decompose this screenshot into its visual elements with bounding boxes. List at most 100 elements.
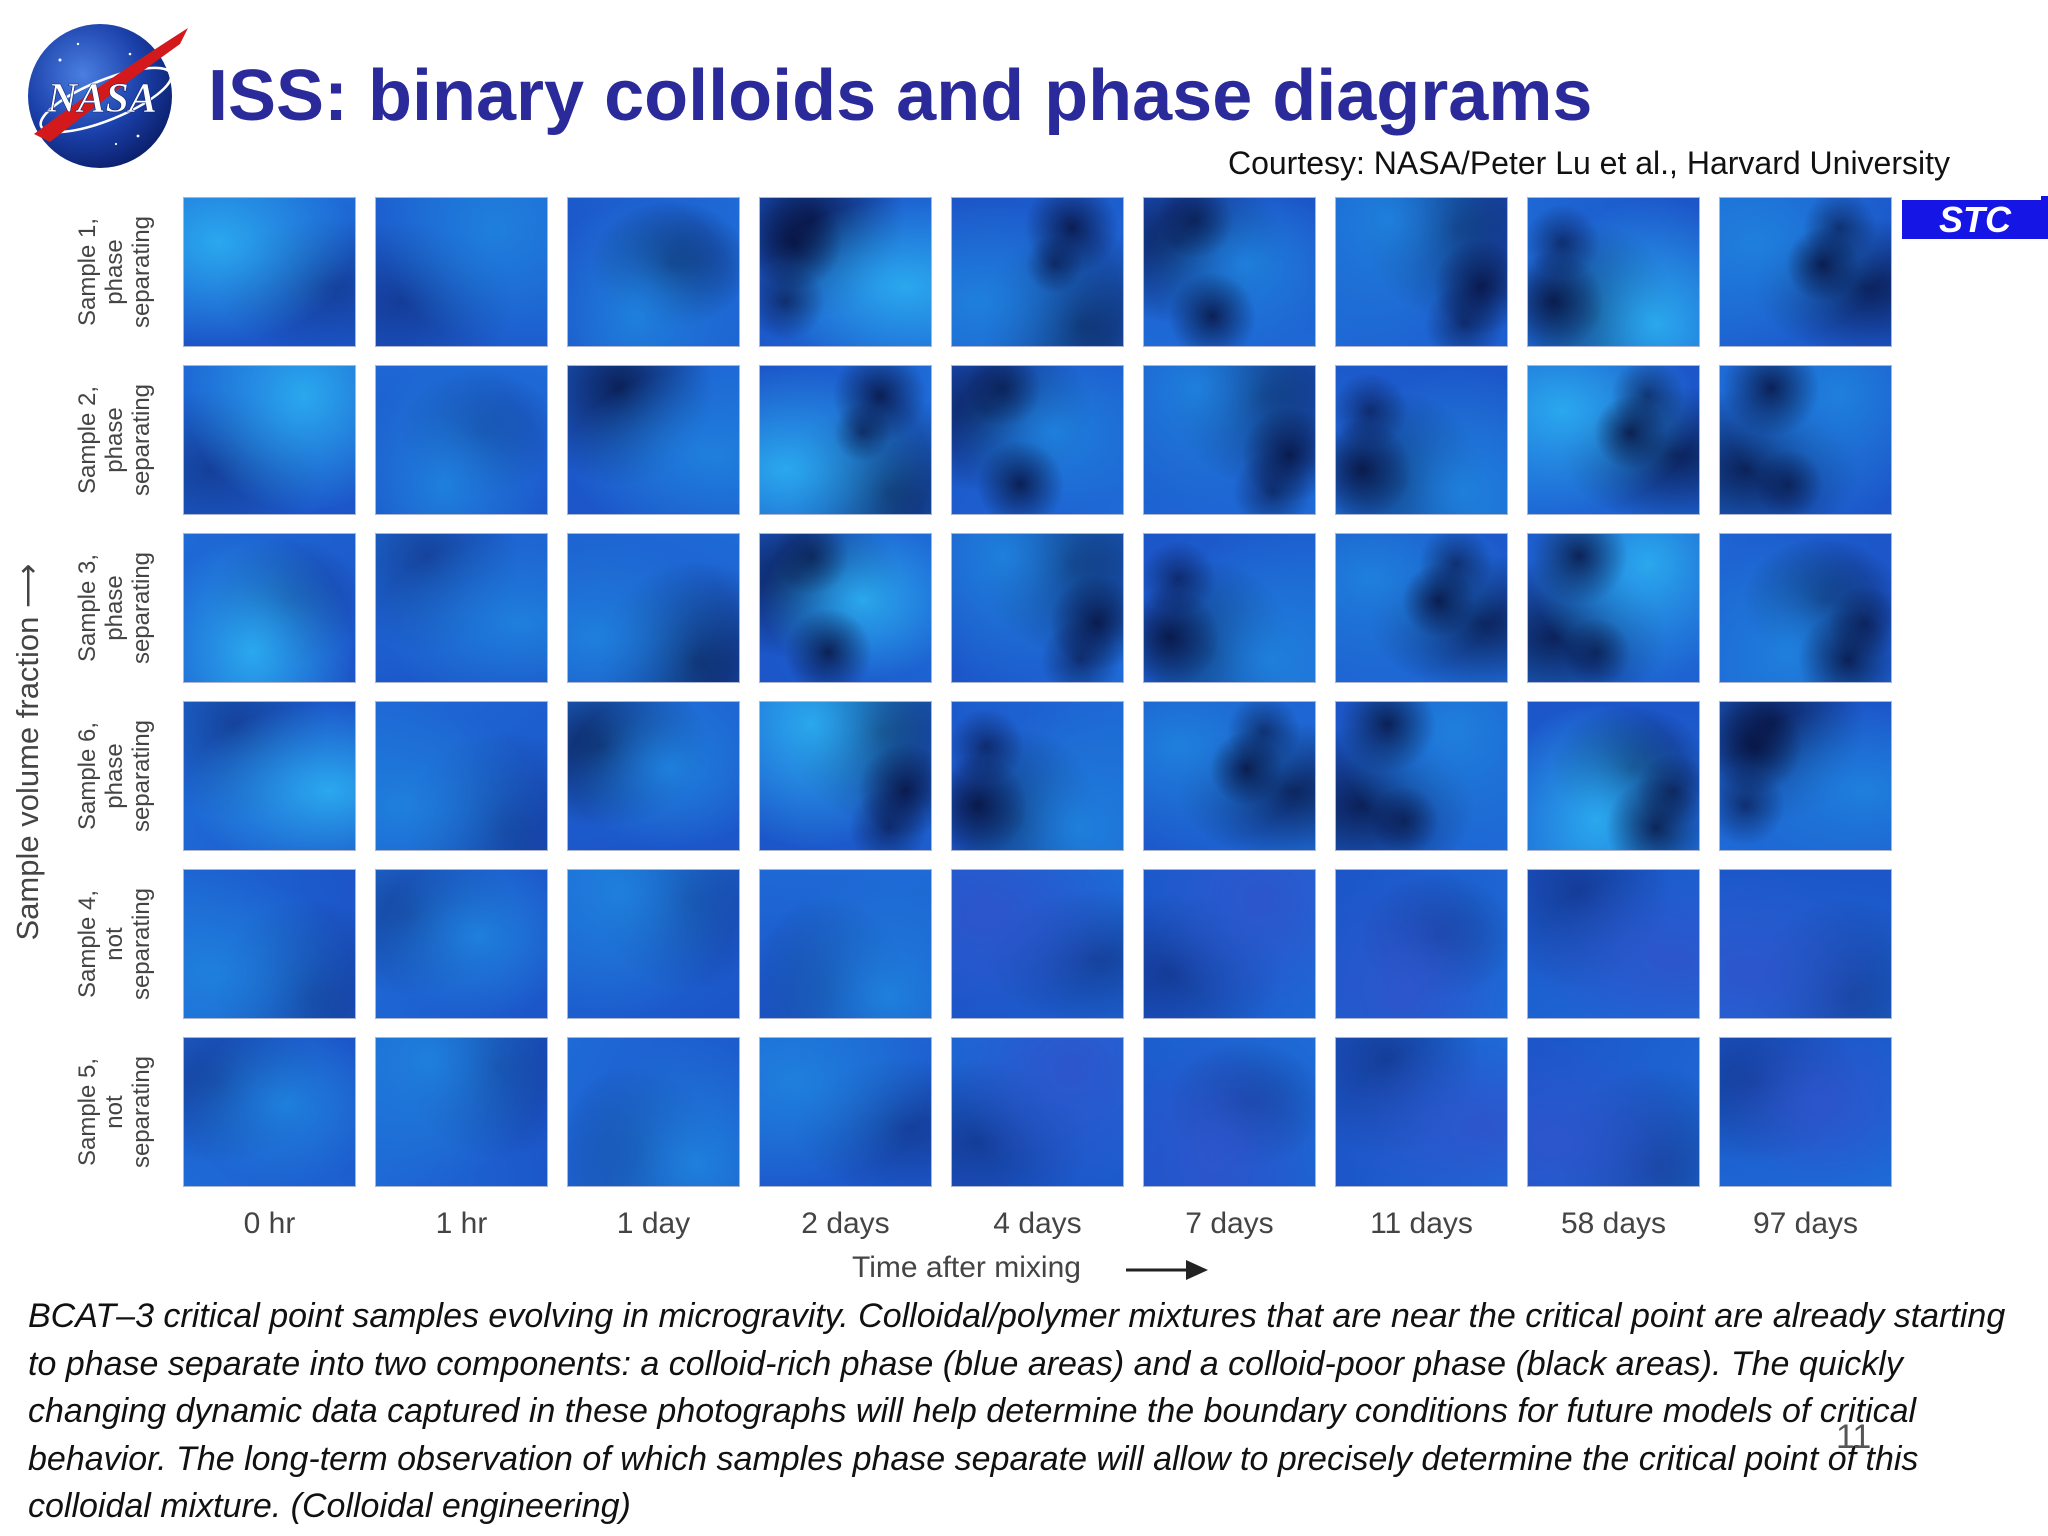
sample-photo bbox=[1720, 198, 1891, 346]
row-label: Sample 3, phase separating bbox=[54, 533, 174, 683]
row-label-line: phase bbox=[100, 239, 128, 305]
sample-photo bbox=[1720, 366, 1891, 514]
row-label: Sample 5, not separating bbox=[54, 1037, 174, 1187]
column-label: 58 days bbox=[1560, 1207, 1667, 1240]
sample-photo bbox=[1144, 198, 1315, 346]
row-label: Sample 2, phase separating bbox=[54, 365, 174, 515]
sample-photo bbox=[1336, 198, 1507, 346]
sample-photo bbox=[1336, 1038, 1507, 1186]
sample-photo bbox=[952, 366, 1123, 514]
page-number: 11 bbox=[1836, 1418, 1872, 1456]
sample-photo bbox=[376, 198, 547, 346]
sample-photo bbox=[568, 702, 739, 850]
sample-photo bbox=[1528, 702, 1699, 850]
y-axis-label: Sample volume fraction ⟶ bbox=[8, 542, 48, 962]
sample-photo bbox=[760, 870, 931, 1018]
sample-photo bbox=[568, 870, 739, 1018]
sample-photo bbox=[760, 702, 931, 850]
nasa-logo: NASA bbox=[28, 24, 188, 168]
column-label: 97 days bbox=[1752, 1207, 1859, 1240]
column-label: 7 days bbox=[1185, 1207, 1274, 1240]
row-label-line: not bbox=[100, 927, 128, 961]
column-label: 2 days bbox=[801, 1207, 890, 1240]
slide-title: ISS: binary colloids and phase diagrams bbox=[208, 56, 1593, 136]
sample-photo bbox=[184, 1038, 355, 1186]
row-label-line: phase bbox=[100, 743, 128, 809]
sample-photo bbox=[568, 534, 739, 682]
column-label: 11 days bbox=[1370, 1207, 1473, 1240]
sample-photo bbox=[1144, 1038, 1315, 1186]
row-label-line: separating bbox=[127, 887, 155, 1001]
sample-photo bbox=[184, 366, 355, 514]
row-label-line: phase bbox=[100, 575, 128, 641]
sample-photo bbox=[952, 534, 1123, 682]
row-label-line: separating bbox=[127, 383, 155, 497]
column-label: 0 hr bbox=[243, 1207, 296, 1240]
row-label: Sample 4, not separating bbox=[54, 869, 174, 1019]
sample-photo bbox=[1528, 870, 1699, 1018]
row-label-line: phase bbox=[100, 407, 128, 473]
row-label-line: separating bbox=[127, 1055, 155, 1169]
sample-photo bbox=[1528, 366, 1699, 514]
column-label: 4 days bbox=[993, 1207, 1082, 1240]
sample-photo bbox=[184, 534, 355, 682]
sample-photo bbox=[1528, 198, 1699, 346]
sample-photo bbox=[184, 198, 355, 346]
slide-caption: BCAT–3 critical point samples evolving i… bbox=[28, 1297, 2006, 1525]
row-label-line: separating bbox=[127, 551, 155, 665]
sample-photo bbox=[376, 1038, 547, 1186]
sample-photo bbox=[376, 366, 547, 514]
sample-photo bbox=[1144, 534, 1315, 682]
sample-photo bbox=[1336, 702, 1507, 850]
row-label-line: Sample 2, bbox=[73, 385, 101, 495]
sample-photo bbox=[952, 702, 1123, 850]
courtesy-credit: Courtesy: NASA/Peter Lu et al., Harvard … bbox=[1227, 145, 1950, 181]
sample-photo bbox=[184, 870, 355, 1018]
sample-photo bbox=[952, 198, 1123, 346]
sample-photo bbox=[376, 702, 547, 850]
sample-photo bbox=[568, 198, 739, 346]
nasa-logo-text: NASA bbox=[46, 76, 157, 122]
sample-photo-grid bbox=[184, 198, 1898, 1194]
row-label-line: Sample 3, bbox=[73, 553, 101, 663]
sample-photo bbox=[1720, 870, 1891, 1018]
sample-photo bbox=[952, 870, 1123, 1018]
sample-photo bbox=[1144, 870, 1315, 1018]
row-label-line: Sample 5, bbox=[73, 1057, 101, 1167]
sample-photo bbox=[760, 366, 931, 514]
row-label-line: Sample 4, bbox=[73, 889, 101, 999]
sample-photo bbox=[760, 534, 931, 682]
column-label: 1 hr bbox=[435, 1207, 488, 1240]
sample-photo bbox=[376, 534, 547, 682]
row-label-line: not bbox=[100, 1095, 128, 1129]
x-axis-arrow bbox=[1126, 1260, 1208, 1280]
y-axis-arrow: ⟶ bbox=[10, 563, 45, 608]
x-axis-label: Time after mixing bbox=[852, 1251, 1081, 1284]
row-label-line: Sample 1, bbox=[73, 217, 101, 327]
row-label: Sample 1, phase separating bbox=[54, 197, 174, 347]
sample-photo bbox=[1720, 534, 1891, 682]
sample-photo bbox=[1336, 870, 1507, 1018]
sample-photo bbox=[1528, 534, 1699, 682]
stc-badge: STC bbox=[1902, 200, 2048, 239]
sample-photo bbox=[1528, 1038, 1699, 1186]
sample-photo bbox=[760, 1038, 931, 1186]
sample-photo bbox=[760, 198, 931, 346]
sample-photo bbox=[376, 870, 547, 1018]
sample-photo bbox=[184, 702, 355, 850]
sample-photo bbox=[1144, 366, 1315, 514]
sample-photo bbox=[1336, 366, 1507, 514]
column-label: 1 day bbox=[616, 1207, 691, 1240]
sample-photo bbox=[1720, 1038, 1891, 1186]
sample-photo bbox=[1144, 702, 1315, 850]
row-label: Sample 6, phase separating bbox=[54, 701, 174, 851]
row-label-line: separating bbox=[127, 215, 155, 329]
sample-photo bbox=[1720, 702, 1891, 850]
sample-photo bbox=[568, 366, 739, 514]
row-label-line: Sample 6, bbox=[73, 721, 101, 831]
row-label-line: separating bbox=[127, 719, 155, 833]
sample-photo bbox=[568, 1038, 739, 1186]
sample-photo bbox=[1336, 534, 1507, 682]
sample-photo bbox=[952, 1038, 1123, 1186]
y-axis-label-text: Sample volume fraction bbox=[10, 616, 45, 941]
